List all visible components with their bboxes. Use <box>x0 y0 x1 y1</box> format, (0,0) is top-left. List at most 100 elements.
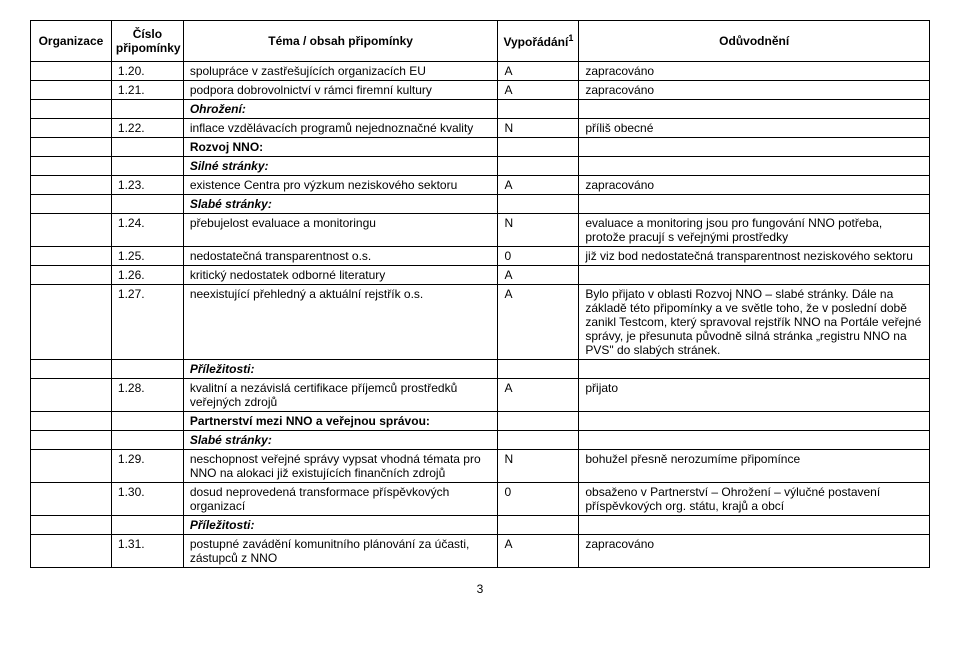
cell-reason <box>579 431 930 450</box>
section-row: Slabé stránky: <box>31 195 930 214</box>
cell-reason <box>579 157 930 176</box>
cell-reason: obsaženo v Partnerství – Ohrožení – výlu… <box>579 483 930 516</box>
cell-num: 1.24. <box>111 214 183 247</box>
cell-status <box>498 360 579 379</box>
cell-status: 0 <box>498 247 579 266</box>
cell-num <box>111 516 183 535</box>
cell-status <box>498 412 579 431</box>
cell-section: Příležitosti: <box>183 516 498 535</box>
table-row: 1.24. přebujelost evaluace a monitoringu… <box>31 214 930 247</box>
cell-num: 1.26. <box>111 266 183 285</box>
cell-org <box>31 195 112 214</box>
cell-topic: podpora dobrovolnictví v rámci firemní k… <box>183 81 498 100</box>
cell-org <box>31 81 112 100</box>
cell-topic: přebujelost evaluace a monitoringu <box>183 214 498 247</box>
cell-org <box>31 247 112 266</box>
cell-org <box>31 100 112 119</box>
section-row: Ohrožení: <box>31 100 930 119</box>
cell-topic: neexistující přehledný a aktuální rejstř… <box>183 285 498 360</box>
cell-status: A <box>498 266 579 285</box>
cell-reason: již viz bod nedostatečná transparentnost… <box>579 247 930 266</box>
cell-reason <box>579 360 930 379</box>
cell-org <box>31 379 112 412</box>
cell-status: N <box>498 119 579 138</box>
cell-org <box>31 412 112 431</box>
cell-status: A <box>498 285 579 360</box>
cell-topic: dosud neprovedená transformace příspěvko… <box>183 483 498 516</box>
table-row: 1.21. podpora dobrovolnictví v rámci fir… <box>31 81 930 100</box>
cell-num: 1.27. <box>111 285 183 360</box>
cell-org <box>31 516 112 535</box>
comments-table: Organizace Číslo připomínky Téma / obsah… <box>30 20 930 568</box>
cell-num: 1.25. <box>111 247 183 266</box>
cell-org <box>31 535 112 568</box>
cell-org <box>31 119 112 138</box>
cell-org <box>31 285 112 360</box>
cell-section: Rozvoj NNO: <box>183 138 498 157</box>
header-status: Vypořádání1 <box>498 21 579 62</box>
cell-status: A <box>498 81 579 100</box>
table-header-row: Organizace Číslo připomínky Téma / obsah… <box>31 21 930 62</box>
cell-num <box>111 138 183 157</box>
cell-status <box>498 138 579 157</box>
cell-status: A <box>498 176 579 195</box>
cell-reason: evaluace a monitoring jsou pro fungování… <box>579 214 930 247</box>
cell-reason <box>579 195 930 214</box>
cell-section: Silné stránky: <box>183 157 498 176</box>
cell-org <box>31 138 112 157</box>
cell-status <box>498 431 579 450</box>
section-row: Partnerství mezi NNO a veřejnou správou: <box>31 412 930 431</box>
cell-num <box>111 100 183 119</box>
cell-reason: zapracováno <box>579 176 930 195</box>
cell-reason: zapracováno <box>579 62 930 81</box>
cell-reason: bohužel přesně nerozumíme připomínce <box>579 450 930 483</box>
page-number: 3 <box>30 582 930 596</box>
cell-reason <box>579 100 930 119</box>
cell-section: Partnerství mezi NNO a veřejnou správou: <box>183 412 498 431</box>
cell-section: Slabé stránky: <box>183 431 498 450</box>
cell-num: 1.20. <box>111 62 183 81</box>
cell-reason: zapracováno <box>579 535 930 568</box>
cell-org <box>31 214 112 247</box>
cell-section: Slabé stránky: <box>183 195 498 214</box>
cell-status <box>498 100 579 119</box>
cell-reason <box>579 516 930 535</box>
cell-reason <box>579 412 930 431</box>
cell-org <box>31 157 112 176</box>
cell-topic: kritický nedostatek odborné literatury <box>183 266 498 285</box>
table-row: 1.30. dosud neprovedená transformace pří… <box>31 483 930 516</box>
cell-topic: existence Centra pro výzkum neziskového … <box>183 176 498 195</box>
table-row: 1.25. nedostatečná transparentnost o.s. … <box>31 247 930 266</box>
cell-num: 1.31. <box>111 535 183 568</box>
cell-num: 1.21. <box>111 81 183 100</box>
header-reason: Odůvodnění <box>579 21 930 62</box>
section-row: Rozvoj NNO: <box>31 138 930 157</box>
table-row: 1.20. spolupráce v zastřešujících organi… <box>31 62 930 81</box>
cell-reason: přijato <box>579 379 930 412</box>
cell-reason: příliš obecné <box>579 119 930 138</box>
cell-status <box>498 195 579 214</box>
cell-status <box>498 516 579 535</box>
cell-org <box>31 360 112 379</box>
cell-num <box>111 157 183 176</box>
cell-num: 1.22. <box>111 119 183 138</box>
table-row: 1.27. neexistující přehledný a aktuální … <box>31 285 930 360</box>
header-org: Organizace <box>31 21 112 62</box>
cell-org <box>31 483 112 516</box>
cell-status <box>498 157 579 176</box>
cell-org <box>31 176 112 195</box>
cell-reason <box>579 138 930 157</box>
cell-org <box>31 266 112 285</box>
cell-section: Příležitosti: <box>183 360 498 379</box>
table-row: 1.22. inflace vzdělávacích programů neje… <box>31 119 930 138</box>
cell-num <box>111 360 183 379</box>
cell-topic: nedostatečná transparentnost o.s. <box>183 247 498 266</box>
table-row: 1.29. neschopnost veřejné správy vypsat … <box>31 450 930 483</box>
cell-topic: postupné zavádění komunitního plánování … <box>183 535 498 568</box>
cell-num <box>111 195 183 214</box>
cell-num <box>111 431 183 450</box>
cell-org <box>31 431 112 450</box>
cell-status: A <box>498 62 579 81</box>
cell-topic: neschopnost veřejné správy vypsat vhodná… <box>183 450 498 483</box>
table-row: 1.23. existence Centra pro výzkum nezisk… <box>31 176 930 195</box>
